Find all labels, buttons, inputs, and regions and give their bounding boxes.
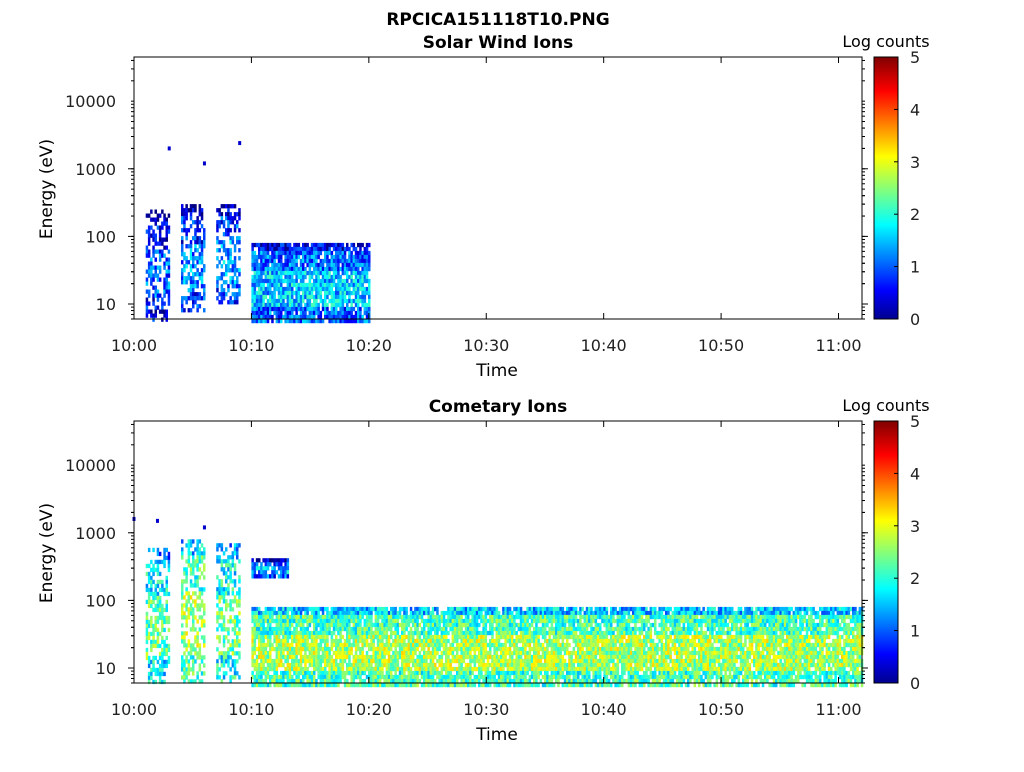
colorbar-tick-label: 2 <box>910 205 920 224</box>
x-tick-label: 10:50 <box>698 336 744 355</box>
x-tick-label: 10:40 <box>581 700 627 719</box>
colorbar-tick-label: 3 <box>910 153 920 172</box>
data-point <box>238 141 241 145</box>
y-tick-label: 1000 <box>75 524 116 543</box>
panel-cometary: Cometary Ions 10:00 10:10 10:20 10:30 10:40 1… <box>37 397 868 745</box>
colorbar-tick-label: 1 <box>910 258 920 277</box>
x-tick-label: 10:20 <box>346 700 392 719</box>
colorbar-tick-label: 4 <box>910 464 920 483</box>
x-tick-label: 10:40 <box>581 336 627 355</box>
heatmap-region <box>251 243 370 323</box>
y-tick-label: 10 <box>96 659 116 678</box>
data-point <box>156 519 159 523</box>
colorbar-tick-label: 1 <box>910 622 920 641</box>
xlabel-solar-wind: Time <box>475 361 518 381</box>
y-tick-label: 10000 <box>65 456 116 475</box>
y-tick-label: 10000 <box>65 92 116 111</box>
x-tick-label: 10:10 <box>228 700 274 719</box>
y-tick-label: 10 <box>96 295 116 314</box>
x-tick-label: 10:00 <box>111 700 157 719</box>
colorbar-tick-label: 2 <box>910 569 920 588</box>
heatmap-region <box>251 607 863 687</box>
colorbar-tick-label: 3 <box>910 517 920 536</box>
colorbar-gradient <box>874 57 898 319</box>
heatmap-solar-wind <box>134 57 862 323</box>
panel-solar-wind: Solar Wind Ions 10:00 10:10 10:20 10:30 10:4… <box>37 33 868 381</box>
colorbar-tick-label: 0 <box>910 310 920 329</box>
heatmap-cometary <box>133 421 864 687</box>
colorbar-tick-label: 5 <box>910 412 920 431</box>
data-point <box>203 161 206 165</box>
data-point <box>203 525 206 529</box>
panel-title-cometary: Cometary Ions <box>429 397 568 417</box>
x-tick-label: 10:30 <box>463 336 509 355</box>
y-tick-label: 1000 <box>75 160 116 179</box>
colorbar-tick-label: 5 <box>910 48 920 67</box>
heatmap-region <box>181 204 206 312</box>
ylabel-cometary: Energy (eV) <box>37 503 57 603</box>
x-tick-label: 11:00 <box>815 700 861 719</box>
x-tick-label: 11:00 <box>815 336 861 355</box>
x-tick-label: 10:20 <box>346 336 392 355</box>
colorbar-tick-label: 0 <box>910 674 920 693</box>
x-tick-label: 10:50 <box>698 700 744 719</box>
ylabel-solar-wind: Energy (eV) <box>37 139 57 239</box>
figure-title: RPCICA151118T10.PNG <box>386 10 609 30</box>
x-tick-label: 10:00 <box>111 336 157 355</box>
xlabel-cometary: Time <box>475 725 518 745</box>
colorbar-gradient <box>874 421 898 683</box>
y-tick-label: 100 <box>85 227 116 246</box>
panel-title-solar-wind: Solar Wind Ions <box>423 33 574 53</box>
y-tick-label: 100 <box>85 591 116 610</box>
colorbar-tick-label: 4 <box>910 100 920 119</box>
x-tick-label: 10:10 <box>228 336 274 355</box>
x-tick-label: 10:30 <box>463 700 509 719</box>
data-point <box>168 146 171 150</box>
